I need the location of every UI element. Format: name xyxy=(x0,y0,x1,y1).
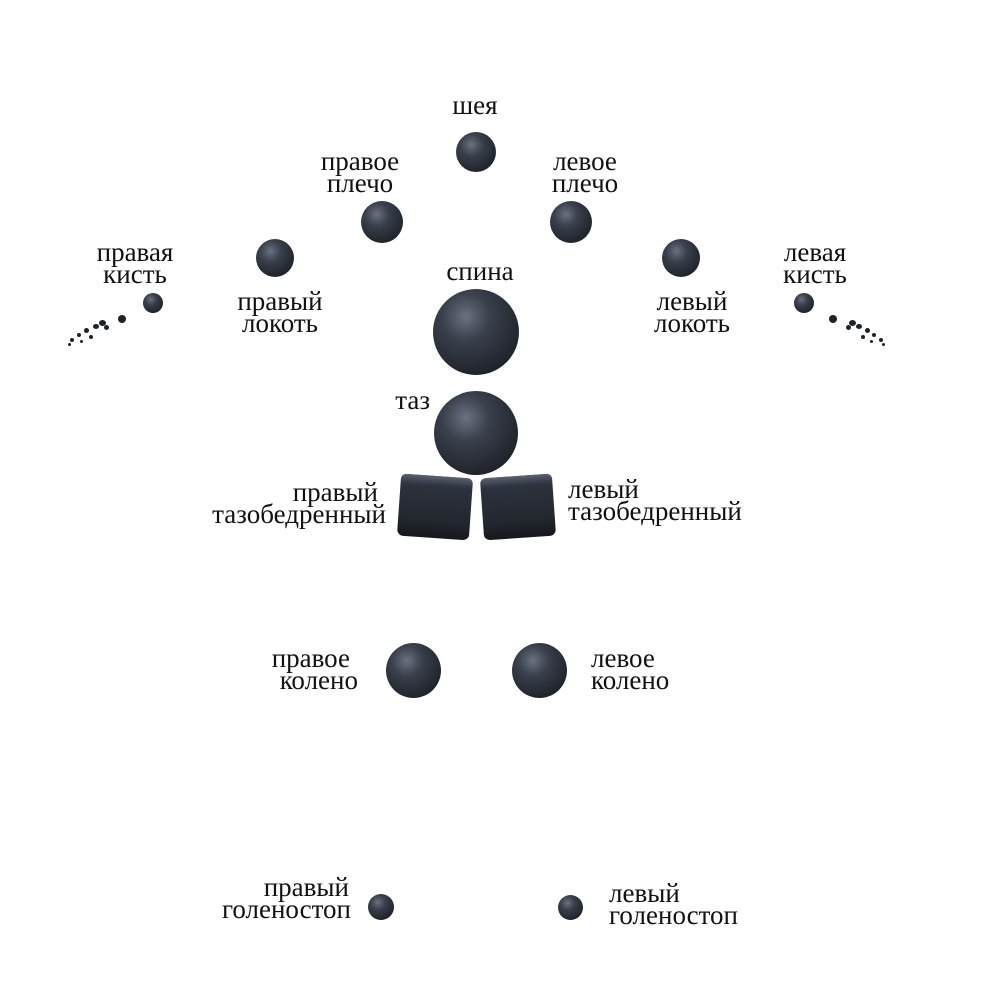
right-finger-joint xyxy=(68,343,71,346)
neck-joint xyxy=(456,132,496,172)
right-finger-joint xyxy=(93,324,99,329)
right-shoulder-joint xyxy=(361,201,403,243)
right-finger-joint xyxy=(99,320,106,326)
right-wrist-label: правая кисть xyxy=(96,237,174,289)
pelvis-label: таз xyxy=(395,385,430,415)
left-finger-joint xyxy=(879,338,883,342)
right-finger-joint xyxy=(84,328,89,333)
right-hip-label: правый тазобедренный xyxy=(212,477,386,529)
left-finger-joint xyxy=(865,328,870,333)
right-finger-joint xyxy=(80,340,83,343)
right-hip-joint xyxy=(396,473,474,541)
right-finger-joint xyxy=(77,333,81,337)
left-finger-joint xyxy=(856,324,862,329)
left-wrist-joint xyxy=(794,293,814,313)
left-finger-joint xyxy=(849,320,856,326)
left-finger-joint xyxy=(870,340,873,343)
left-elbow-joint xyxy=(662,239,700,277)
neck-label: шея xyxy=(452,90,498,120)
left-wrist-label: левая кисть xyxy=(783,237,847,289)
left-finger-joint xyxy=(829,315,837,323)
left-shoulder-joint xyxy=(550,201,592,243)
right-shoulder-label: правое плечо xyxy=(320,146,400,198)
right-knee-joint xyxy=(386,643,441,698)
right-elbow-joint xyxy=(256,239,294,277)
left-finger-joint xyxy=(872,333,876,337)
left-hip-label: левый тазобедренный xyxy=(568,474,742,526)
right-knee-label: правое колено xyxy=(271,643,358,695)
right-ankle-label: правый голеностоп xyxy=(221,872,351,924)
left-finger-joint xyxy=(861,335,865,339)
left-elbow-label: левый локоть xyxy=(654,286,730,338)
left-ankle-label: левый голеностоп xyxy=(609,878,739,930)
left-shoulder-label: левое плечо xyxy=(551,146,619,198)
left-knee-joint xyxy=(512,643,567,698)
pelvis-joint xyxy=(434,391,518,475)
left-knee-label: левое колено xyxy=(591,643,670,695)
right-finger-joint xyxy=(118,315,126,323)
right-finger-joint xyxy=(104,325,109,330)
right-finger-joint xyxy=(89,335,93,339)
right-ankle-joint xyxy=(368,894,394,920)
left-finger-joint xyxy=(846,325,851,330)
spine-label: спина xyxy=(446,256,514,286)
left-finger-joint xyxy=(882,343,885,346)
right-elbow-label: правый локоть xyxy=(237,286,323,338)
spine-joint xyxy=(433,289,519,375)
left-hip-joint xyxy=(479,473,557,541)
left-ankle-joint xyxy=(558,895,583,920)
right-wrist-joint xyxy=(143,293,163,313)
right-finger-joint xyxy=(70,338,74,342)
